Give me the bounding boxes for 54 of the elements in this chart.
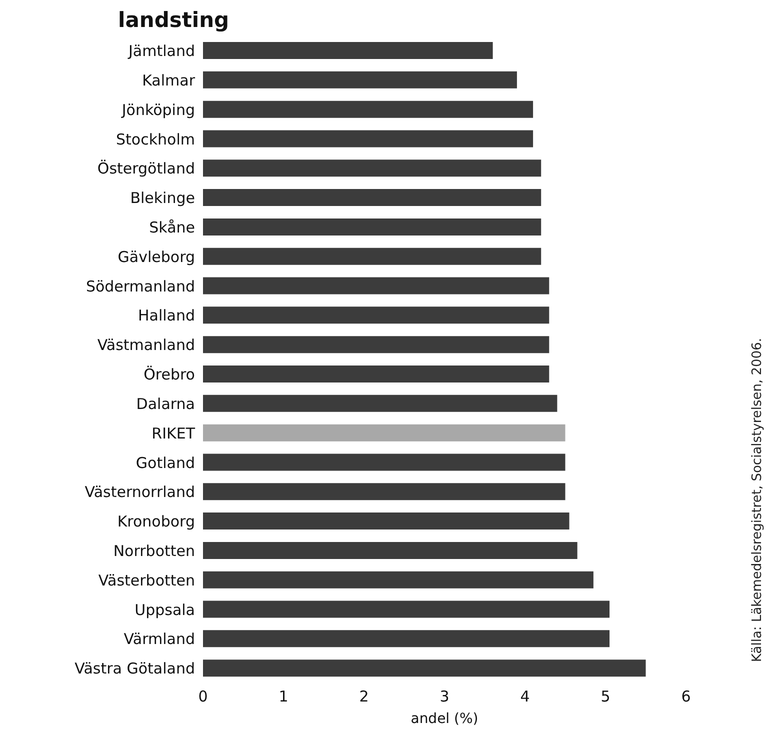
y-tick-label: Dalarna [136,394,195,413]
y-tick-label: Västerbotten [98,571,195,590]
x-tick-label: 5 [600,688,610,706]
bar [203,630,610,648]
y-tick-label: Kalmar [142,71,196,90]
bar [203,483,566,500]
x-axis-title: andel (%) [410,711,478,727]
y-tick-label: Östergötland [97,160,195,178]
y-tick-label: Kronoborg [117,512,195,531]
bar [203,218,542,236]
bar [203,424,566,442]
bar [203,454,566,471]
x-tick-label: 3 [440,688,450,706]
bar [203,660,646,677]
y-tick-label: Västmanland [97,336,195,354]
y-tick-label: Västernorrland [84,483,195,502]
y-tick-label: Södermanland [86,277,195,296]
bar [203,512,570,530]
x-tick-label: 4 [520,688,530,706]
y-tick-label: Jönköping [120,100,195,119]
bar [203,366,550,382]
y-tick-label: Värmland [124,630,195,648]
bar [203,160,542,177]
y-tick-label: Jämtland [128,42,195,60]
y-tick-label: Stockholm [116,130,195,148]
bar [203,42,493,59]
bar [203,189,542,206]
y-tick-label: Örebro [144,366,195,384]
x-tick-label: 2 [359,688,369,706]
y-tick-label: Gotland [136,454,195,472]
bar [203,277,550,294]
y-tick-label: Västra Götaland [74,660,195,678]
chart-title: landsting [118,8,230,32]
x-tick-label: 6 [681,688,691,706]
bar [203,71,517,88]
bar [203,394,558,412]
bar [203,571,594,588]
bar [203,542,578,559]
bar [203,336,550,354]
x-tick-label: 1 [278,688,288,706]
y-tick-label: Halland [138,306,195,325]
bar [203,306,550,324]
x-tick-label: 0 [198,688,208,706]
y-tick-label: Uppsala [134,600,195,619]
y-tick-label: Gävleborg [118,248,195,266]
bar [203,130,534,148]
text: Källa: Läkemedelsregistret, Socialstyrelsen, 2006. [750,338,765,662]
bar [203,600,610,618]
bar [203,248,542,265]
y-tick-label: Skåne [149,218,195,236]
y-tick-label: Blekinge [130,189,195,208]
bar [203,100,534,118]
y-tick-label: RIKET [152,424,196,442]
y-tick-label: Norrbotten [113,542,195,560]
